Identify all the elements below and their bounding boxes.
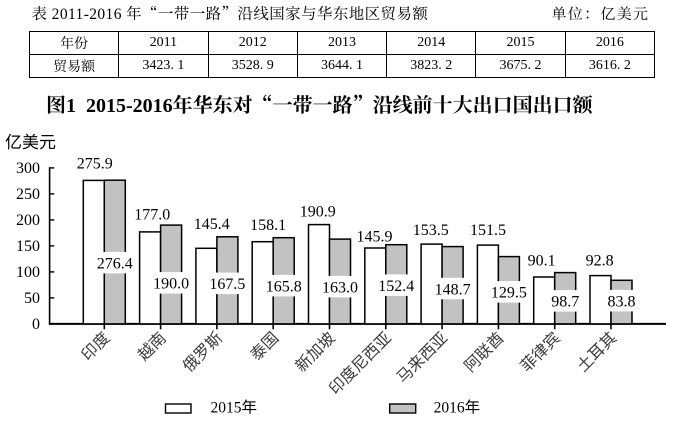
svg-text:250: 250 — [16, 186, 40, 203]
svg-text:越南: 越南 — [134, 329, 169, 364]
svg-text:190.0: 190.0 — [153, 276, 189, 293]
svg-text:145.9: 145.9 — [357, 228, 393, 245]
svg-text:0: 0 — [32, 316, 40, 333]
svg-text:150: 150 — [16, 238, 40, 255]
svg-text:158.1: 158.1 — [250, 217, 286, 234]
svg-text:100: 100 — [16, 264, 40, 281]
svg-text:165.8: 165.8 — [266, 278, 302, 295]
svg-text:马来西亚: 马来西亚 — [393, 329, 451, 387]
svg-text:177.0: 177.0 — [134, 206, 170, 223]
svg-text:148.7: 148.7 — [435, 281, 471, 298]
svg-text:2015年: 2015年 — [211, 395, 258, 417]
svg-text:泰国: 泰国 — [247, 329, 282, 364]
svg-text:167.5: 167.5 — [209, 276, 245, 293]
svg-text:2016年: 2016年 — [434, 395, 481, 417]
svg-text:俄罗斯: 俄罗斯 — [179, 329, 226, 376]
svg-text:50: 50 — [24, 290, 40, 307]
svg-text:98.7: 98.7 — [551, 294, 579, 311]
svg-text:300: 300 — [16, 160, 40, 177]
svg-text:275.9: 275.9 — [77, 155, 113, 172]
svg-text:152.4: 152.4 — [378, 278, 414, 295]
svg-text:90.1: 90.1 — [528, 252, 556, 269]
svg-text:印度: 印度 — [78, 329, 113, 364]
svg-text:200: 200 — [16, 212, 40, 229]
svg-text:276.4: 276.4 — [97, 256, 133, 273]
svg-text:190.9: 190.9 — [300, 204, 336, 221]
svg-text:151.5: 151.5 — [470, 222, 506, 239]
svg-text:153.5: 153.5 — [413, 222, 449, 239]
svg-text:145.4: 145.4 — [194, 216, 230, 233]
svg-text:129.5: 129.5 — [491, 285, 527, 302]
svg-text:92.8: 92.8 — [586, 252, 614, 269]
svg-text:菲律宾: 菲律宾 — [517, 329, 564, 376]
svg-text:新加坡: 新加坡 — [292, 329, 339, 376]
svg-text:83.8: 83.8 — [608, 294, 636, 311]
svg-text:土耳其: 土耳其 — [574, 329, 621, 376]
svg-text:163.0: 163.0 — [322, 279, 358, 296]
svg-text:阿联酋: 阿联酋 — [461, 329, 508, 376]
